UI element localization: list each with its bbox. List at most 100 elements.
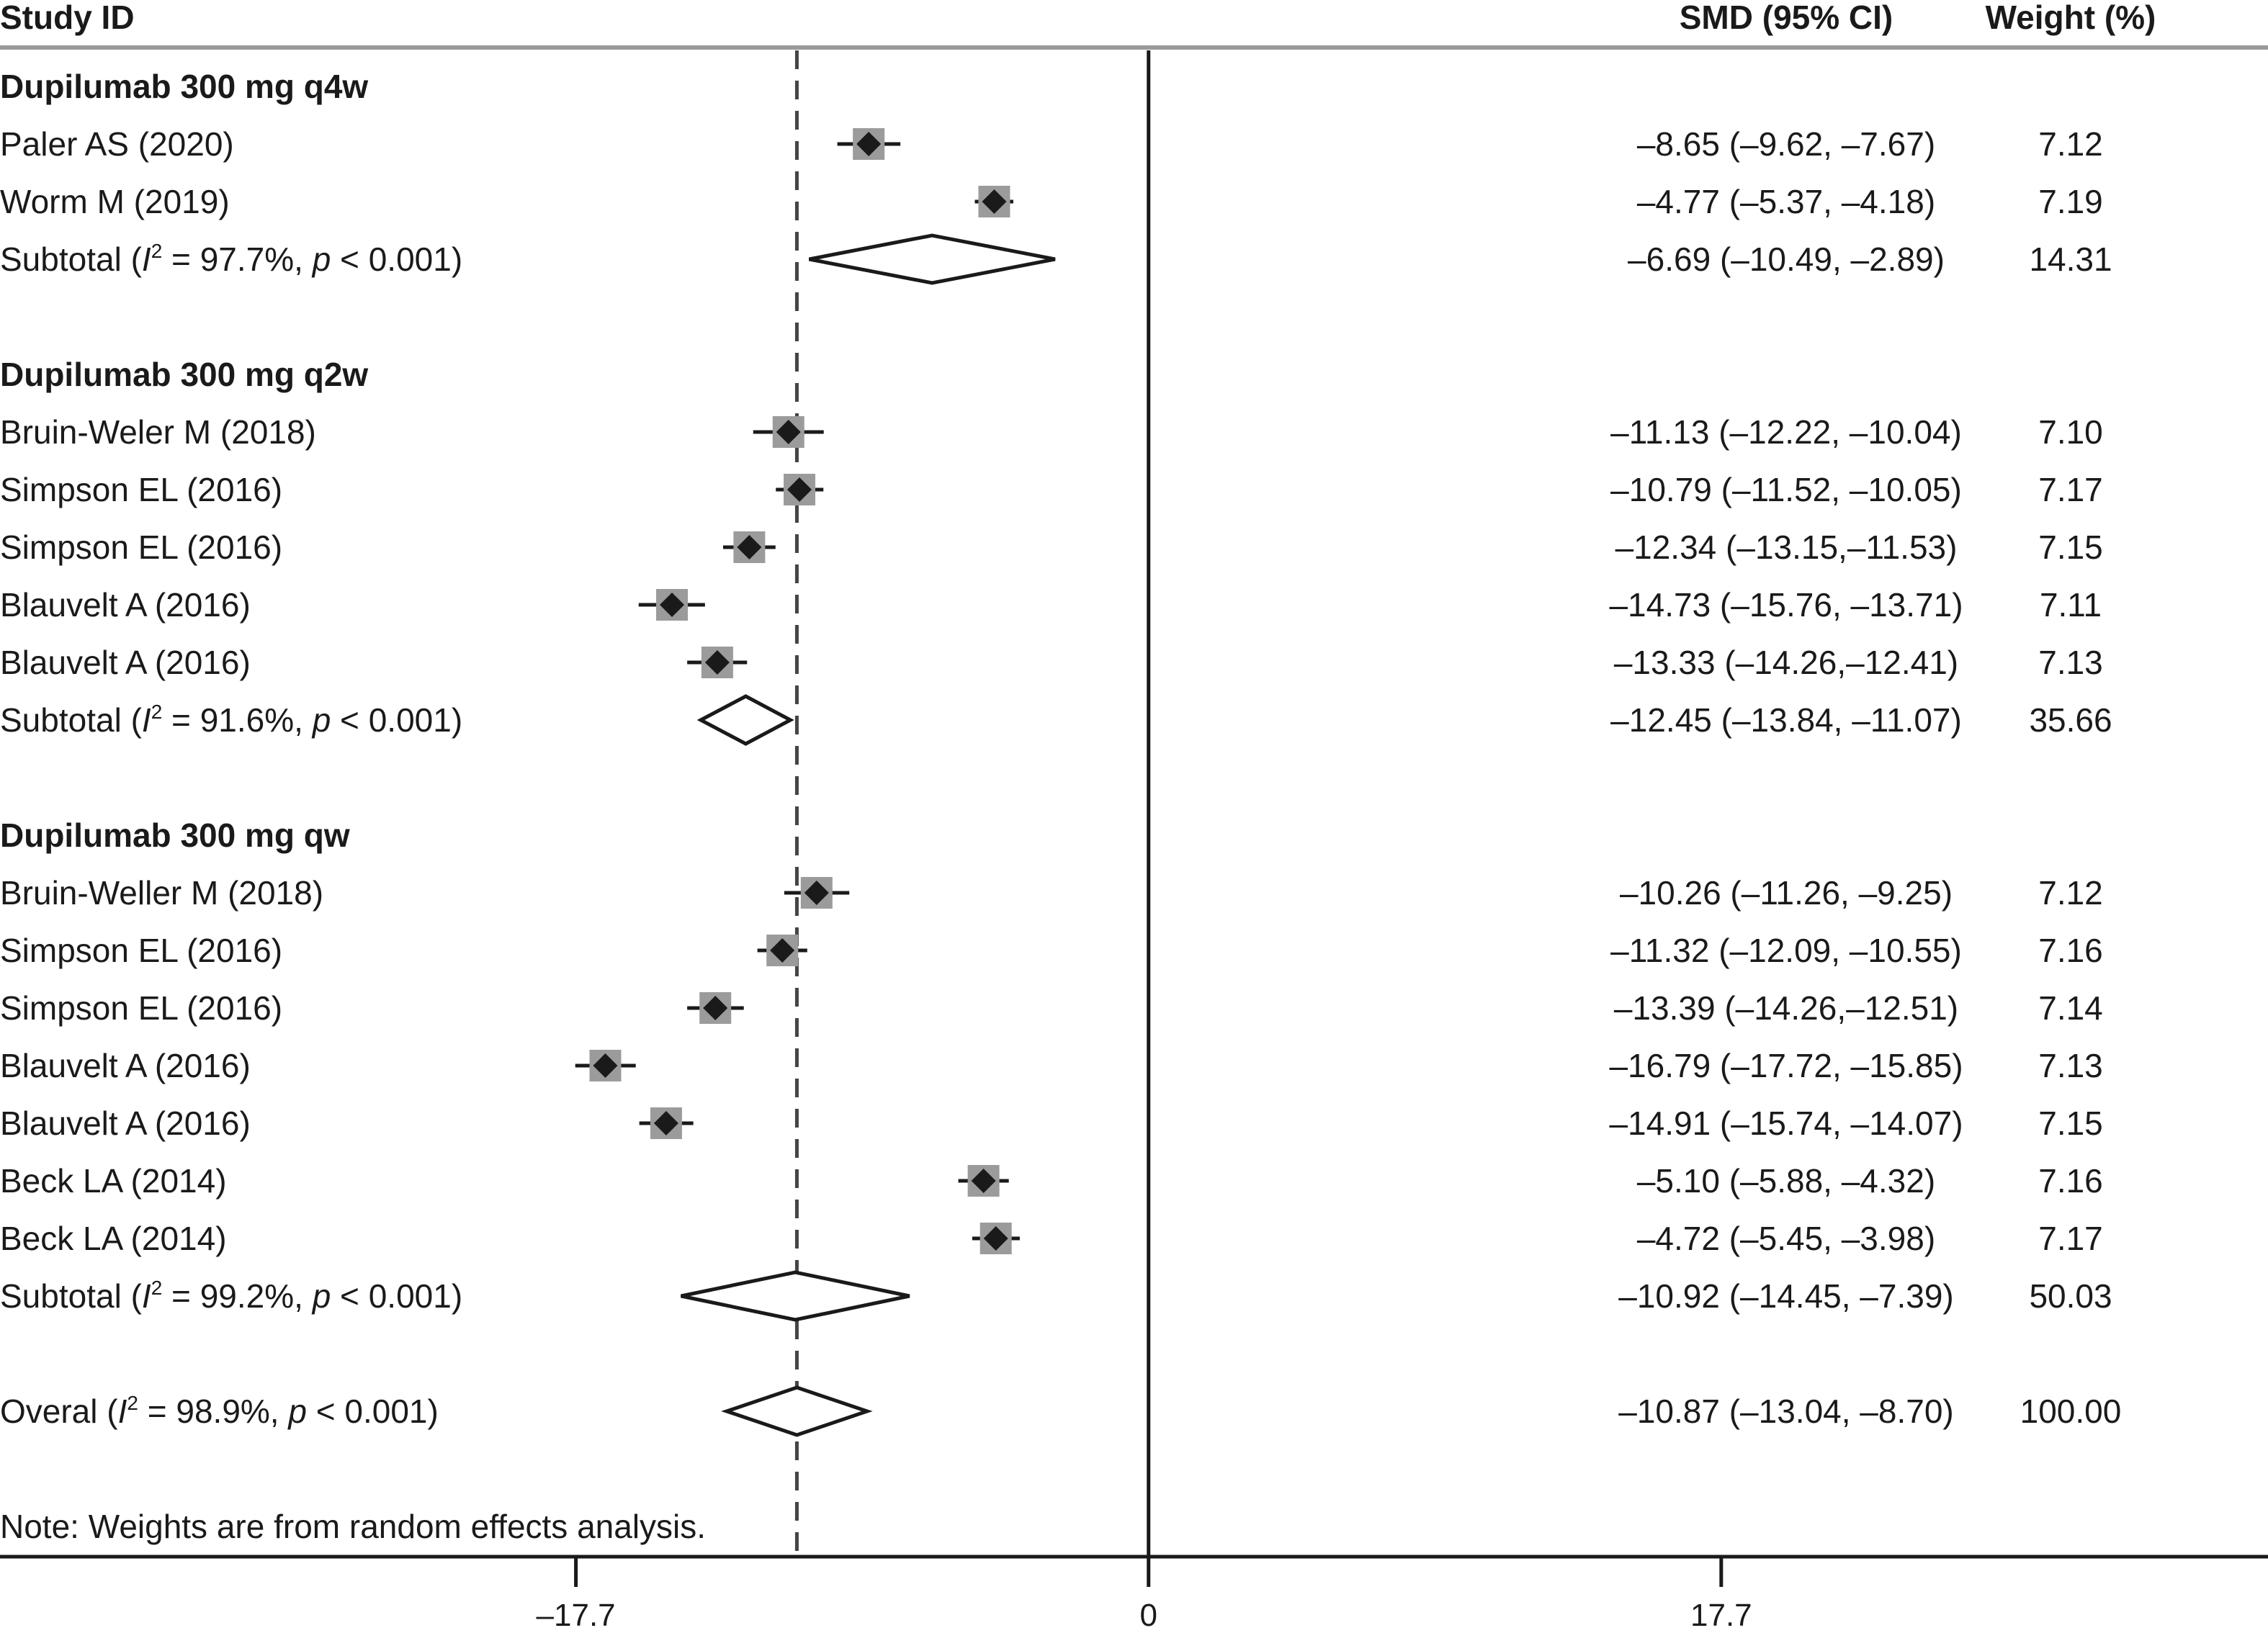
smd-value: –11.13 (–12.22, –10.04) (1610, 413, 1962, 451)
label-part: < 0.001) (331, 701, 462, 739)
smd-value: –14.73 (–15.76, –13.71) (1609, 586, 1963, 624)
subtotal-label: Subtotal (I2 = 91.6%, p < 0.001) (0, 701, 462, 739)
label-part: 2 (127, 1392, 138, 1414)
overall-diamond (721, 1385, 873, 1437)
label-part: Overal ( (0, 1393, 118, 1430)
label-part: I (142, 1277, 151, 1315)
point-estimate (971, 1169, 996, 1193)
label-part: 2 (151, 701, 163, 723)
study-label: Simpson EL (2016) (0, 528, 282, 566)
study-label: Paler AS (2020) (0, 125, 234, 163)
weight-value: 7.14 (2038, 989, 2103, 1027)
point-estimate (856, 132, 882, 156)
label-part: < 0.001) (307, 1393, 439, 1430)
label-part: p (287, 1393, 307, 1430)
smd-value: –11.32 (–12.09, –10.55) (1610, 932, 1962, 969)
study-label: Bruin-Weler M (2018) (0, 413, 316, 451)
weight-value: 7.12 (2038, 874, 2103, 912)
x-axis: –17.7 0 17.7 (0, 1555, 2268, 1633)
smd-value: –8.65 (–9.62, –7.67) (1637, 125, 1935, 163)
point-estimate (703, 996, 728, 1020)
point-estimate (983, 1226, 1008, 1251)
weight-value: 7.13 (2038, 644, 2103, 681)
point-estimate (593, 1053, 618, 1078)
label-part: p (311, 1277, 331, 1315)
note-text: Note: Weights are from random effects an… (0, 1508, 706, 1545)
label-part: Subtotal ( (0, 240, 143, 278)
weight-value: 7.11 (2040, 586, 2102, 624)
group-heading: Dupilumab 300 mg q2w (0, 356, 368, 393)
study-label: Blauvelt A (2016) (0, 586, 251, 624)
study-label: Blauvelt A (2016) (0, 1047, 251, 1084)
x-tick-label: 0 (1139, 1598, 1157, 1633)
smd-value: –6.69 (–10.49, –2.89) (1628, 240, 1945, 278)
x-tick-label: 17.7 (1690, 1598, 1752, 1633)
label-part: = 91.6%, (162, 701, 312, 739)
smd-value: –10.26 (–11.26, –9.25) (1620, 874, 1953, 912)
label-part: Subtotal ( (0, 701, 143, 739)
weight-value: 35.66 (2029, 701, 2112, 739)
weight-value: 7.13 (2038, 1047, 2103, 1084)
label-part: = 99.2%, (162, 1277, 312, 1315)
study-label: Beck LA (2014) (0, 1162, 227, 1200)
forest-marks (575, 128, 1056, 1437)
point-estimate (704, 650, 730, 675)
weight-value: 7.17 (2038, 471, 2103, 508)
label-part: 2 (151, 1277, 163, 1299)
weight-value: 7.15 (2038, 528, 2103, 566)
weight-value: 7.17 (2038, 1220, 2103, 1257)
header-study-id: Study ID (0, 0, 135, 36)
header-weight: Weight (%) (1986, 0, 2156, 36)
weight-value: 7.15 (2038, 1105, 2103, 1142)
point-estimate (653, 1111, 678, 1135)
study-label: Simpson EL (2016) (0, 932, 282, 969)
weight-value: 7.12 (2038, 125, 2103, 163)
weight-value: 50.03 (2029, 1277, 2112, 1315)
weight-value: 7.16 (2038, 1162, 2103, 1200)
smd-value: –16.79 (–17.72, –15.85) (1609, 1047, 1963, 1084)
study-label: Bruin-Weller M (2018) (0, 874, 323, 912)
point-estimate (787, 477, 812, 502)
weight-value: 7.10 (2038, 413, 2103, 451)
label-part: = 98.9%, (138, 1393, 288, 1430)
point-estimate (776, 420, 801, 444)
overall-label: Overal (I2 = 98.9%, p < 0.001) (0, 1392, 439, 1430)
study-label: Beck LA (2014) (0, 1220, 227, 1257)
label-part: Subtotal ( (0, 1277, 143, 1315)
point-estimate (660, 593, 685, 617)
smd-value: –14.91 (–15.74, –14.07) (1609, 1105, 1963, 1142)
label-part: I (118, 1393, 127, 1430)
point-estimate (982, 189, 1007, 214)
point-estimate (737, 535, 762, 559)
label-part: p (311, 701, 331, 739)
label-part: < 0.001) (331, 1277, 462, 1315)
label-part: 2 (151, 240, 163, 262)
x-tick-label: –17.7 (537, 1598, 616, 1633)
study-label: Simpson EL (2016) (0, 471, 282, 508)
study-label: Blauvelt A (2016) (0, 644, 251, 681)
smd-value: –5.10 (–5.88, –4.32) (1637, 1162, 1935, 1200)
smd-value: –4.77 (–5.37, –4.18) (1637, 183, 1935, 220)
smd-value: –12.34 (–13.15,–11.53) (1615, 528, 1958, 566)
weight-value: 100.00 (2020, 1393, 2122, 1430)
smd-value: –13.39 (–14.26,–12.51) (1614, 989, 1958, 1027)
subtotal-diamond (681, 1270, 910, 1322)
weight-value: 7.19 (2038, 183, 2103, 220)
smd-value: –10.87 (–13.04, –8.70) (1618, 1393, 1953, 1430)
study-label: Blauvelt A (2016) (0, 1105, 251, 1142)
label-part: p (311, 240, 331, 278)
study-label: Worm M (2019) (0, 183, 230, 220)
smd-value: –10.92 (–14.45, –7.39) (1618, 1277, 1953, 1315)
header-smd: SMD (95% CI) (1680, 0, 1893, 36)
label-part: I (142, 701, 151, 739)
label-part: < 0.001) (331, 240, 462, 278)
weight-value: 14.31 (2029, 240, 2112, 278)
label-part: = 97.7%, (162, 240, 312, 278)
smd-value: –10.79 (–11.52, –10.05) (1610, 471, 1962, 508)
point-estimate (770, 938, 795, 963)
smd-value: –4.72 (–5.45, –3.98) (1637, 1220, 1935, 1257)
subtotal-label: Subtotal (I2 = 97.7%, p < 0.001) (0, 240, 462, 278)
smd-value: –12.45 (–13.84, –11.07) (1610, 701, 1962, 739)
subtotal-diamond (809, 233, 1056, 285)
